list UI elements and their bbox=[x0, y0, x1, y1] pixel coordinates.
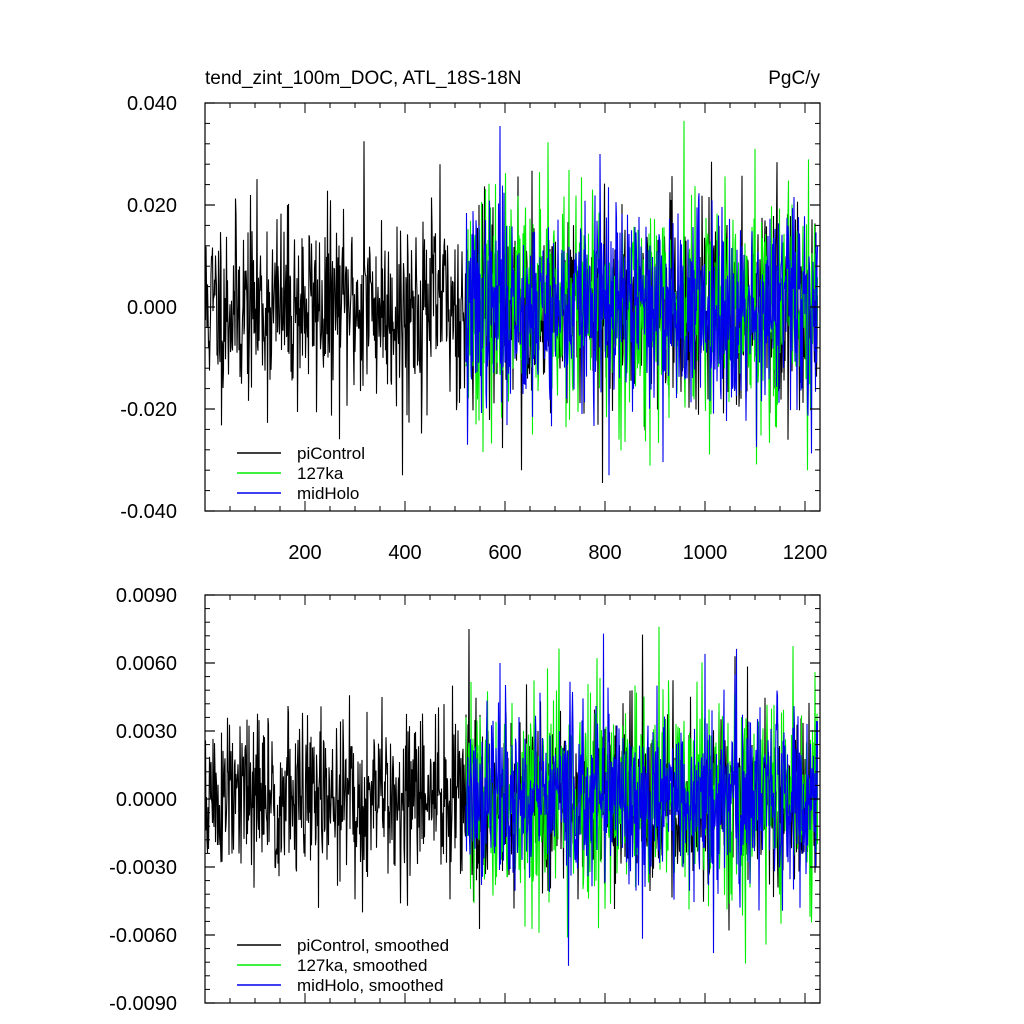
y-axis: -0.0090 -0.0060 -0.0030 0.0000 0.0030 0.0060 0… bbox=[109, 585, 820, 1015]
y-tick-label: 0.0000 bbox=[116, 789, 177, 811]
y-axis: -0.040 -0.020 0.000 0.020 0.040 bbox=[120, 93, 820, 523]
chart-raw-tendency: tend_zint_100m_DOC, ATL_18S-18N PgC/y -0… bbox=[120, 68, 827, 564]
legend-label: 127ka bbox=[297, 464, 344, 483]
chart-title: tend_zint_100m_DOC, ATL_18S-18N bbox=[205, 68, 522, 89]
x-tick-label: 600 bbox=[488, 542, 521, 564]
legend-label: piControl, smoothed bbox=[297, 936, 449, 955]
series-group bbox=[205, 120, 819, 483]
y-tick-label: -0.0060 bbox=[109, 925, 177, 947]
y-tick-label: -0.020 bbox=[120, 399, 177, 421]
legend-label: midHolo bbox=[297, 484, 359, 503]
y-tick-label: 0.020 bbox=[127, 195, 177, 217]
x-axis: 200 400 600 800 1000 1200 bbox=[229, 103, 828, 564]
y-tick-label: -0.0090 bbox=[109, 993, 177, 1015]
x-tick-label: 1000 bbox=[683, 542, 728, 564]
series-line-midholo bbox=[465, 125, 819, 476]
series-line-midholo-smoothed bbox=[465, 633, 819, 966]
y-tick-label: 0.000 bbox=[127, 297, 177, 319]
units-label: PgC/y bbox=[768, 68, 820, 89]
x-tick-label: 200 bbox=[288, 542, 321, 564]
x-tick-label: 400 bbox=[388, 542, 421, 564]
y-tick-label: -0.040 bbox=[120, 501, 177, 523]
series-group bbox=[205, 626, 819, 966]
x-tick-label: 1200 bbox=[783, 542, 828, 564]
chart-smoothed-tendency: -0.0090 -0.0060 -0.0030 0.0000 0.0030 0.0060 0… bbox=[109, 585, 821, 1015]
series-line-picontrol bbox=[205, 141, 819, 483]
legend-label: 127ka, smoothed bbox=[297, 956, 427, 975]
legend-label: midHolo, smoothed bbox=[297, 976, 443, 995]
y-tick-label: 0.040 bbox=[127, 93, 177, 115]
y-tick-label: -0.0030 bbox=[109, 857, 177, 879]
x-axis bbox=[229, 595, 806, 1003]
legend-label: piControl bbox=[297, 444, 365, 463]
y-tick-label: 0.0090 bbox=[116, 585, 177, 607]
series-line-picontrol-smoothed bbox=[205, 628, 819, 931]
x-tick-label: 800 bbox=[588, 542, 621, 564]
y-tick-label: 0.0030 bbox=[116, 721, 177, 743]
y-tick-label: 0.0060 bbox=[116, 653, 177, 675]
